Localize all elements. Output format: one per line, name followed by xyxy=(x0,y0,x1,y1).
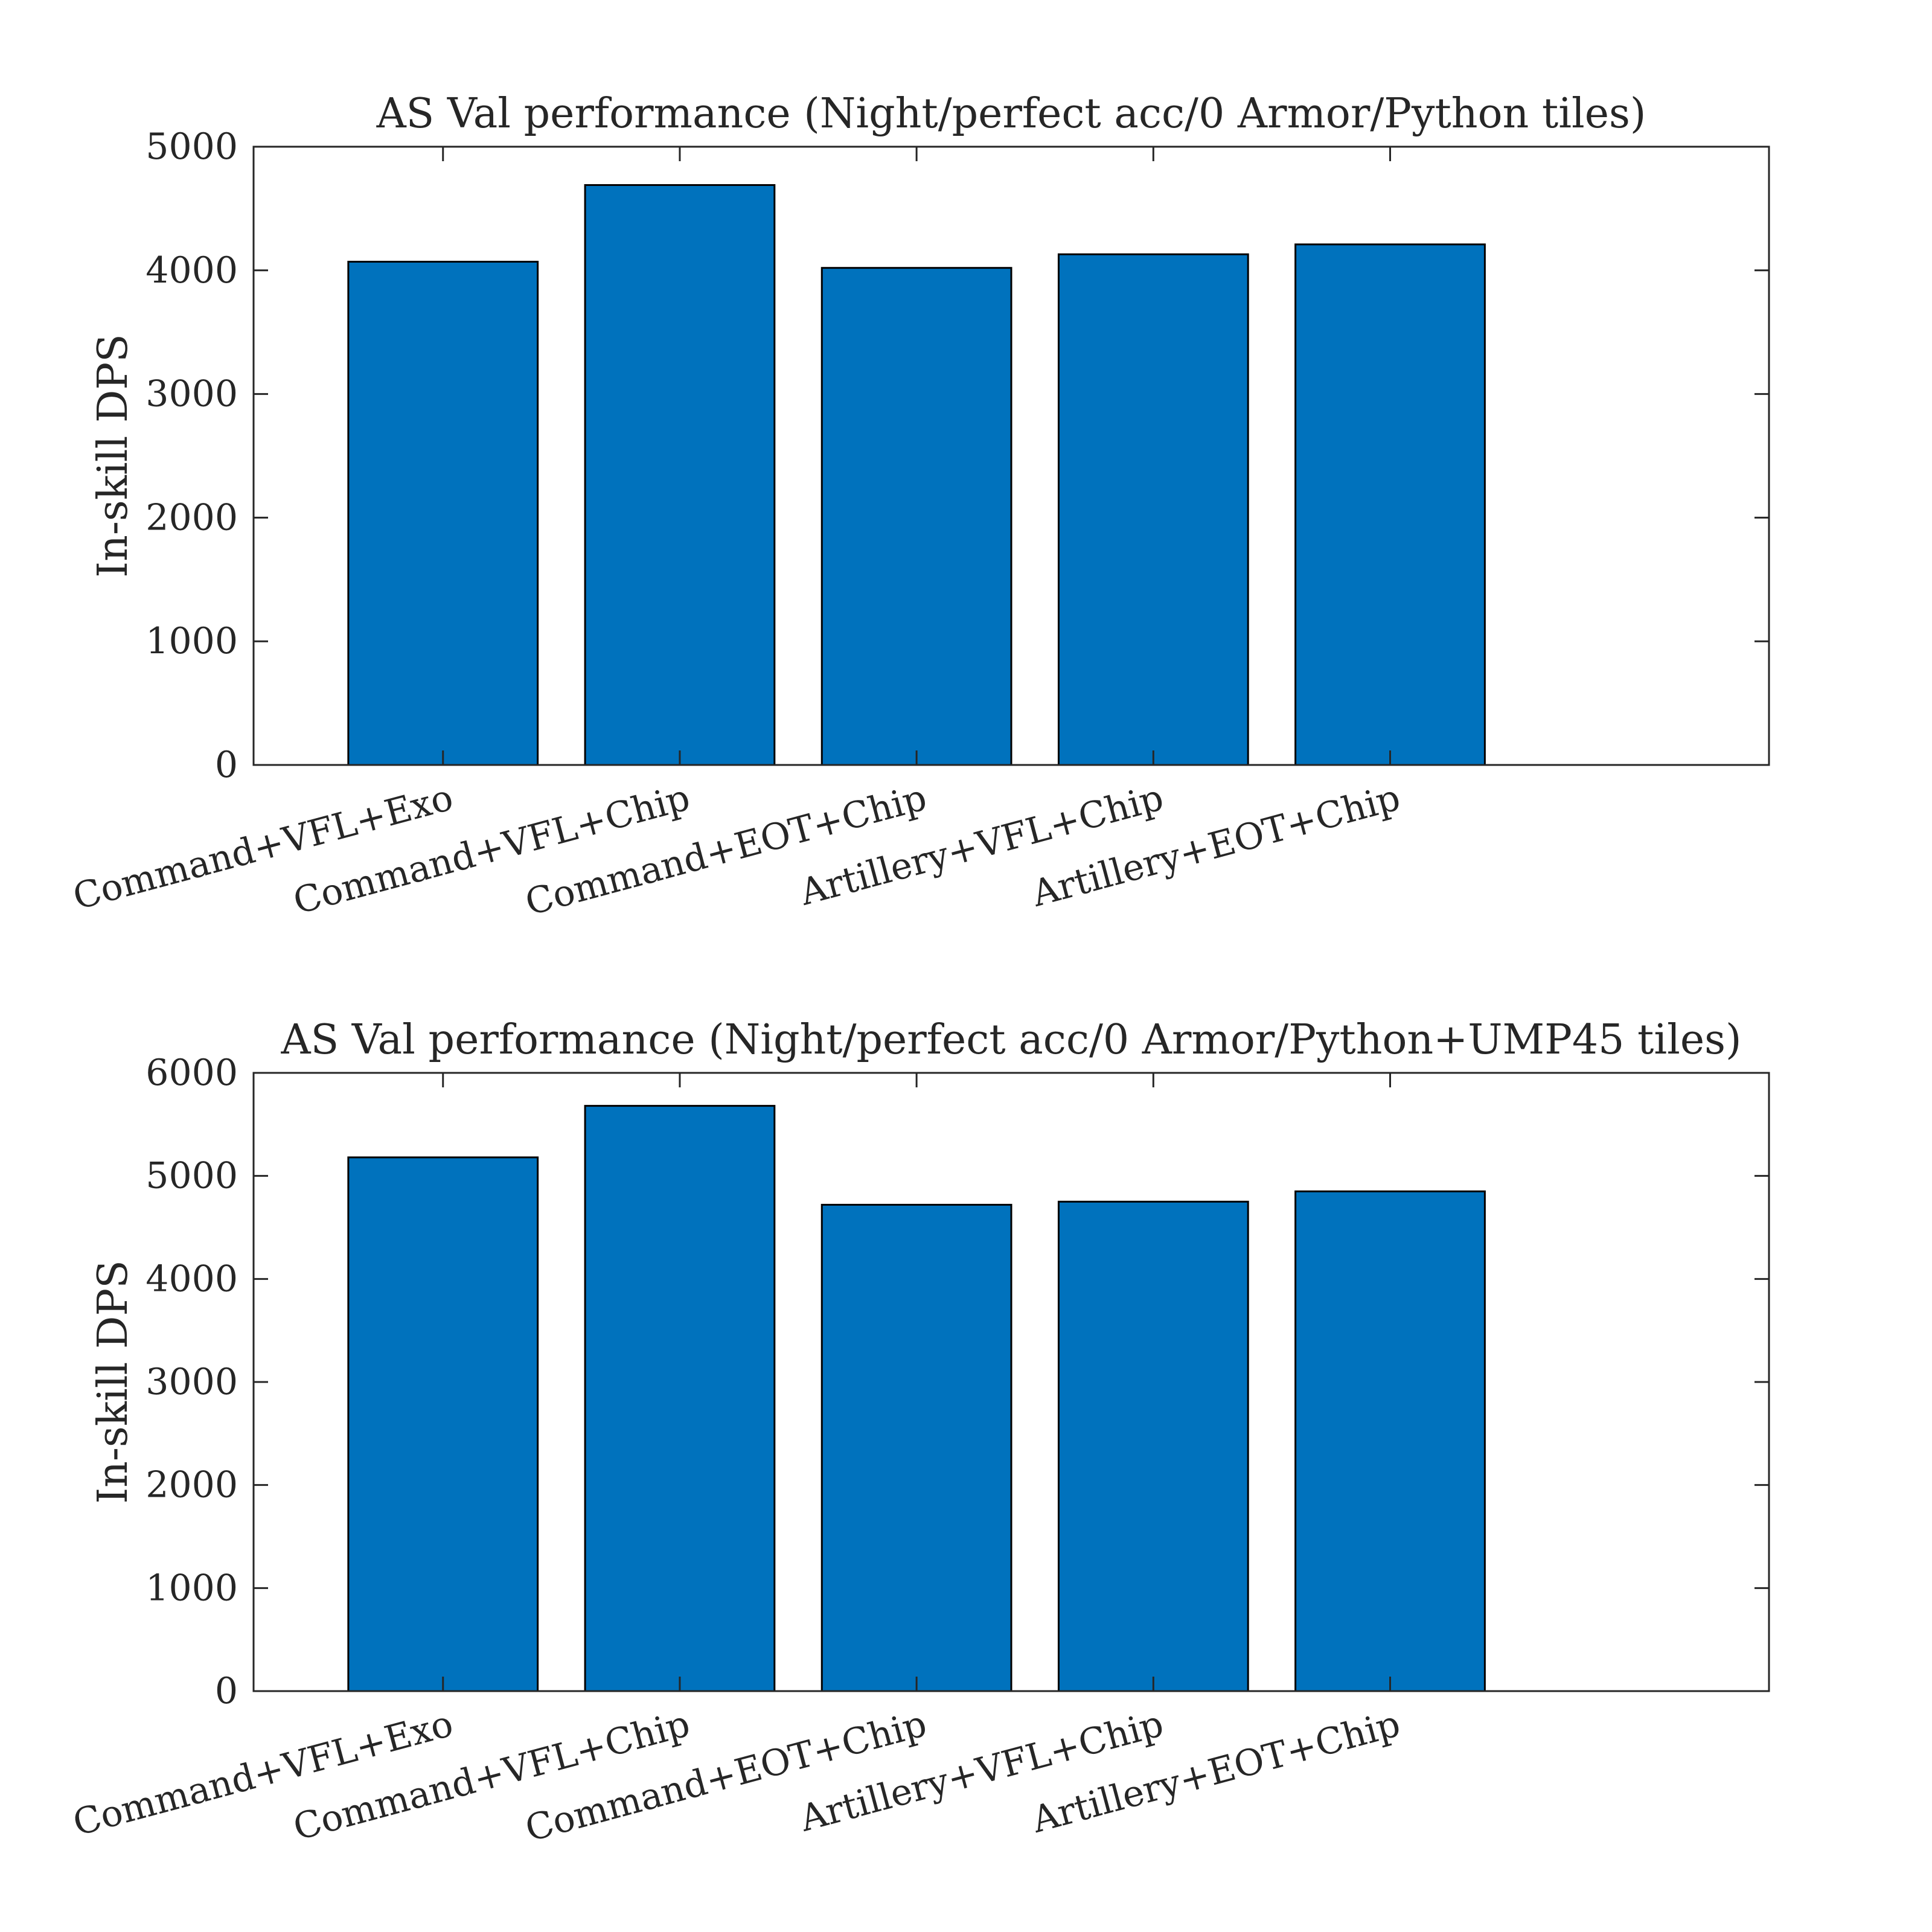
bar-3 xyxy=(820,1203,1012,1692)
bar-2 xyxy=(584,1105,776,1692)
y-tick-label: 0 xyxy=(215,744,238,786)
y-tick-label: 6000 xyxy=(146,1052,238,1094)
y-axis-label: In-skill DPS xyxy=(89,334,137,577)
y-tick-labels: 0 1000 2000 3000 4000 5000 xyxy=(146,126,238,786)
chart-bottom: AS Val performance (Night/perfect acc/0 … xyxy=(69,1016,1770,1850)
x-tick-labels: Command+VFL+ExoCommand+VFL+ChipCommand+E… xyxy=(69,1703,1405,1850)
chart-title: AS Val performance (Night/perfect acc/0 … xyxy=(280,1016,1741,1064)
bars-group xyxy=(347,1105,1486,1692)
x-tick-labels: Command+VFL+ExoCommand+VFL+ChipCommand+E… xyxy=(69,776,1405,924)
y-axis-label: In-skill DPS xyxy=(89,1260,137,1503)
x-tick-label: Command+VFL+Exo xyxy=(69,1703,458,1844)
y-tick-label: 1000 xyxy=(146,1567,238,1609)
y-tick-label: 5000 xyxy=(146,1155,238,1197)
bar-4 xyxy=(1057,1200,1249,1692)
y-tick-label: 3000 xyxy=(146,373,238,415)
bar-1 xyxy=(347,260,539,766)
bar-5 xyxy=(1294,1190,1486,1692)
y-tick-label: 4000 xyxy=(146,249,238,292)
y-tick-label: 0 xyxy=(215,1670,238,1712)
y-tick-label: 1000 xyxy=(146,620,238,662)
y-tick-labels: 0 1000 2000 3000 4000 5000 6000 xyxy=(146,1052,238,1712)
y-tick-label: 3000 xyxy=(146,1361,238,1403)
chart-title: AS Val performance (Night/perfect acc/0 … xyxy=(376,90,1646,138)
y-tick-label: 4000 xyxy=(146,1258,238,1300)
x-tick-label: Command+VFL+Chip xyxy=(289,1703,694,1849)
axes-group xyxy=(252,1072,1770,1692)
bars-group xyxy=(347,184,1486,766)
bar-5 xyxy=(1294,243,1486,766)
chart-top: AS Val performance (Night/perfect acc/0 … xyxy=(69,90,1770,924)
x-tick-label: Command+VFL+Chip xyxy=(289,776,694,923)
x-tick-label: Command+EOT+Chip xyxy=(521,776,931,924)
bar-2 xyxy=(584,184,776,766)
y-tick-label: 2000 xyxy=(146,1464,238,1506)
bar-1 xyxy=(347,1156,539,1692)
axes-group xyxy=(252,146,1770,766)
x-tick-label: Command+EOT+Chip xyxy=(521,1703,931,1850)
bar-3 xyxy=(820,267,1012,766)
bar-4 xyxy=(1057,253,1249,766)
y-tick-label: 2000 xyxy=(146,496,238,539)
x-tick-label: Command+VFL+Exo xyxy=(69,776,458,918)
y-tick-label: 5000 xyxy=(146,126,238,168)
axes-box xyxy=(252,146,1770,766)
